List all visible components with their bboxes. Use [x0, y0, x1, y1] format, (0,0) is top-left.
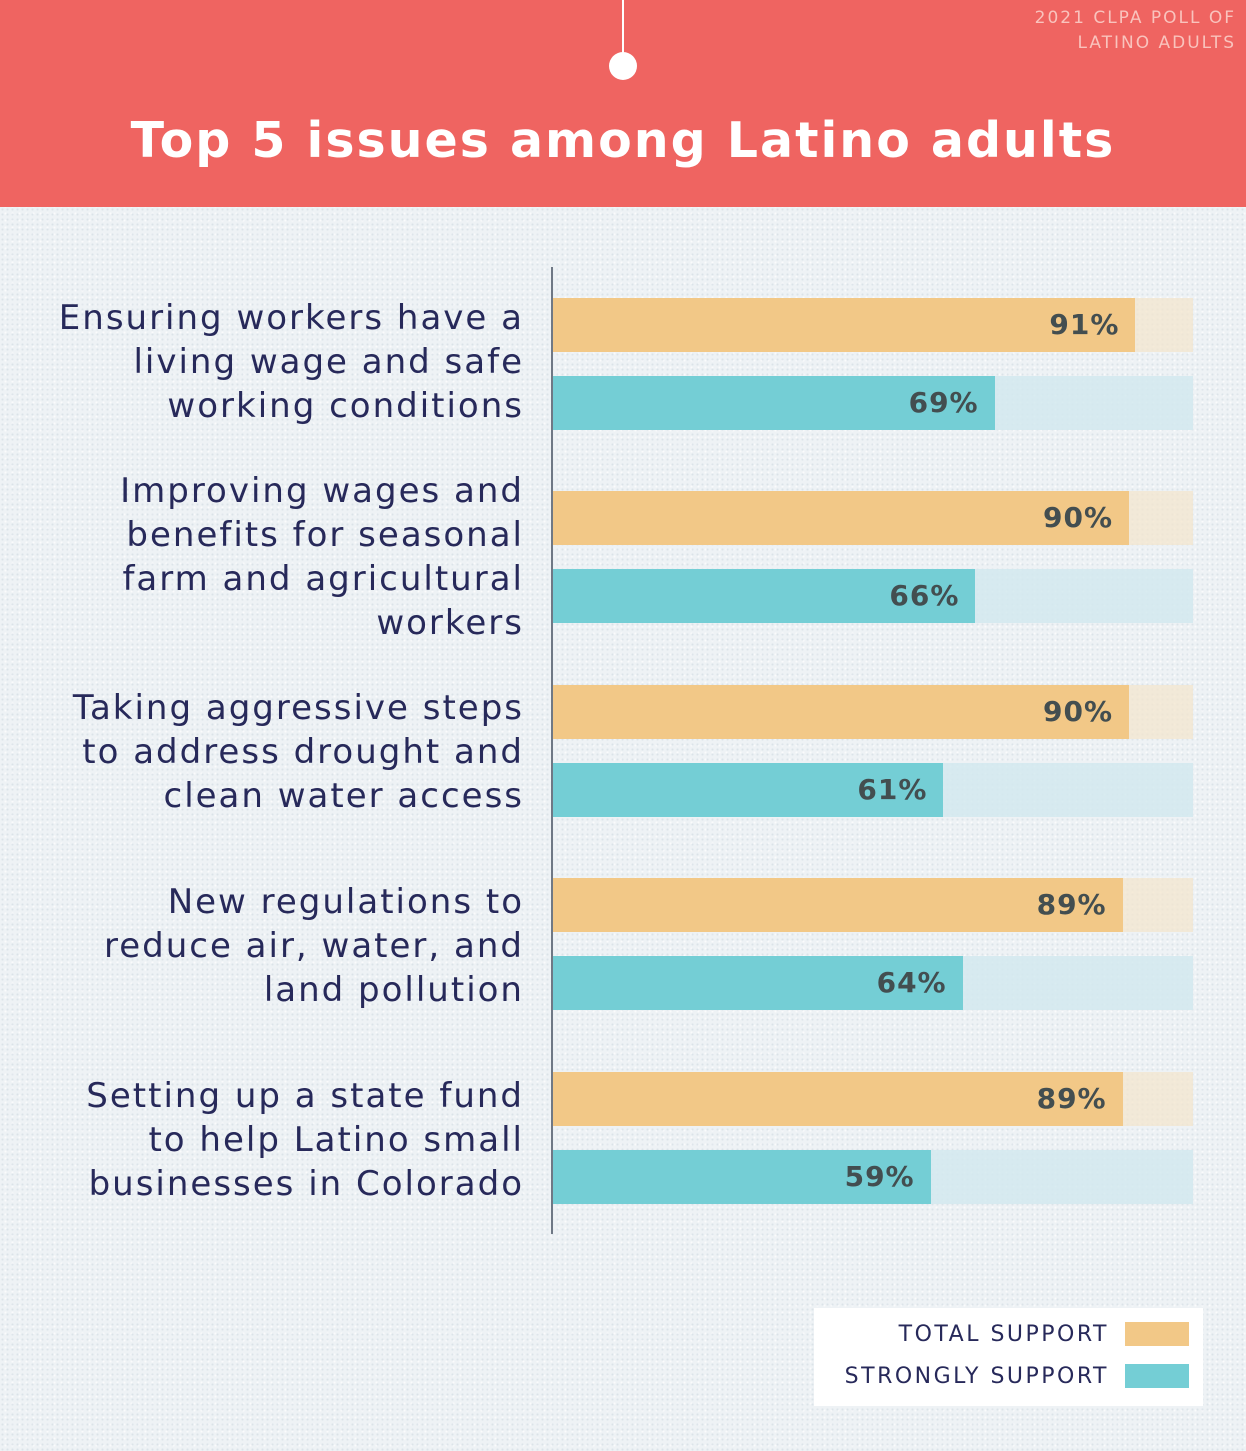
header-banner: 2021 CLPA POLL OF LATINO ADULTS Top 5 is… — [0, 0, 1246, 207]
legend-swatch-strong — [1125, 1364, 1189, 1388]
bar-total — [553, 298, 1136, 352]
value-label-total: 90% — [1043, 695, 1114, 728]
category-label-line: workers — [376, 603, 524, 643]
value-label-total: 89% — [1036, 888, 1107, 921]
category-label: New regulations to reduce air, water, and… — [24, 880, 524, 1012]
legend-label: STRONGLY SUPPORT — [844, 1363, 1109, 1389]
category-label-line: land pollution — [263, 970, 524, 1010]
bar-total — [553, 491, 1129, 545]
bar-total — [553, 878, 1123, 932]
bar-track-total: 90% — [553, 685, 1193, 739]
source-note: 2021 CLPA POLL OF LATINO ADULTS — [1035, 6, 1236, 56]
category-label: Ensuring workers have a living wage and s… — [24, 296, 524, 428]
bar-strong — [553, 569, 976, 623]
bar-track-strong: 59% — [553, 1150, 1193, 1204]
chart-title: Top 5 issues among Latino adults — [130, 112, 1116, 169]
category-label-line: New regulations to — [167, 882, 524, 922]
category-label: Taking aggressive steps to address drough… — [24, 686, 524, 818]
bar-strong — [553, 376, 995, 430]
bar-track-strong: 61% — [553, 763, 1193, 817]
value-label-strong: 59% — [844, 1160, 915, 1193]
bar-track-strong: 64% — [553, 956, 1193, 1010]
category-label-line: Setting up a state fund — [86, 1076, 524, 1116]
bar-track-strong: 69% — [553, 376, 1193, 430]
category-label-line: Ensuring workers have a — [58, 298, 524, 338]
source-line-2: LATINO ADULTS — [1077, 33, 1236, 53]
value-label-strong: 69% — [908, 386, 979, 419]
category-label-line: farm and agricultural — [122, 559, 524, 599]
bar-track-total: 89% — [553, 1072, 1193, 1126]
category-label-line: Improving wages and — [120, 471, 524, 511]
category-label-line: benefits for seasonal — [126, 515, 524, 555]
legend-item-total-support: TOTAL SUPPORT — [898, 1321, 1189, 1347]
value-label-total: 89% — [1036, 1082, 1107, 1115]
category-label-line: businesses in Colorado — [88, 1164, 524, 1204]
category-label-line: clean water access — [163, 776, 524, 816]
legend-item-strongly-support: STRONGLY SUPPORT — [844, 1363, 1189, 1389]
category-label-line: Taking aggressive steps — [72, 688, 524, 728]
bar-strong — [553, 763, 944, 817]
bar-strong — [553, 1150, 931, 1204]
bar-total — [553, 685, 1129, 739]
category-label-line: working conditions — [167, 386, 524, 426]
value-label-total: 91% — [1049, 308, 1120, 341]
bar-total — [553, 1072, 1123, 1126]
value-label-total: 90% — [1043, 501, 1114, 534]
value-label-strong: 61% — [857, 773, 928, 806]
category-label-line: to help Latino small — [148, 1120, 524, 1160]
category-label: Improving wages and benefits for seasonal… — [24, 469, 524, 645]
bar-strong — [553, 956, 963, 1010]
value-label-strong: 64% — [876, 966, 947, 999]
bar-track-total: 91% — [553, 298, 1193, 352]
legend-swatch-total — [1125, 1322, 1189, 1346]
value-label-strong: 66% — [889, 579, 960, 612]
bar-track-strong: 66% — [553, 569, 1193, 623]
source-line-1: 2021 CLPA POLL OF — [1034, 8, 1236, 28]
category-label-line: reduce air, water, and — [103, 926, 524, 966]
category-label-line: to address drought and — [82, 732, 524, 772]
y-axis-line — [551, 267, 553, 1234]
legend-label: TOTAL SUPPORT — [898, 1321, 1109, 1347]
legend: TOTAL SUPPORT STRONGLY SUPPORT — [814, 1308, 1203, 1406]
pendant-dot — [609, 52, 637, 80]
pendant-line — [622, 0, 624, 56]
category-label: Setting up a state fund to help Latino sm… — [24, 1074, 524, 1206]
bar-track-total: 89% — [553, 878, 1193, 932]
category-label-line: living wage and safe — [133, 342, 524, 382]
bar-track-total: 90% — [553, 491, 1193, 545]
